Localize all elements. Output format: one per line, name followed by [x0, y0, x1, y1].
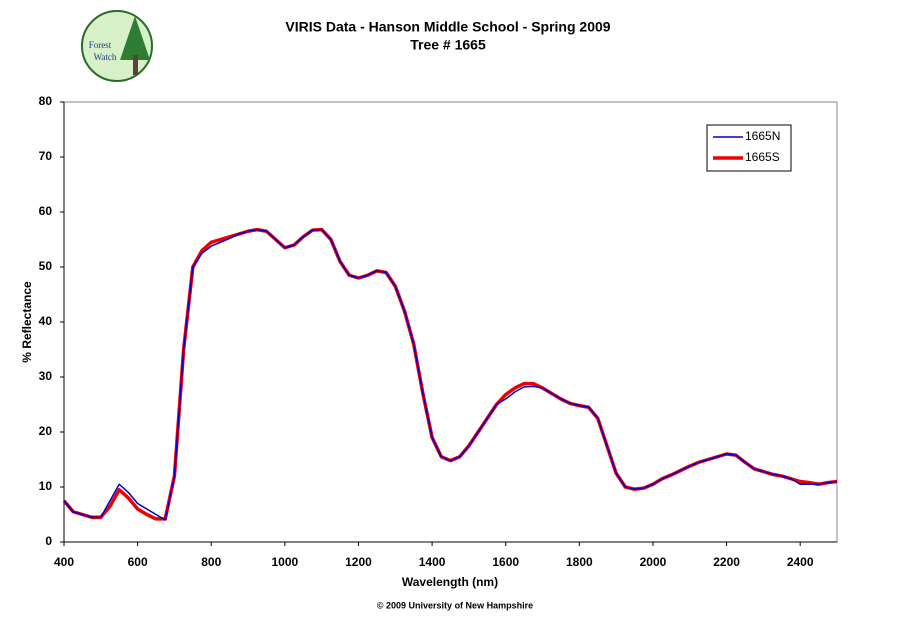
x-tick-label: 1800: [566, 555, 593, 569]
y-tick-label: 30: [39, 369, 53, 383]
x-tick-label: 800: [201, 555, 221, 569]
legend-box: [706, 124, 792, 172]
y-tick-label: 20: [39, 424, 53, 438]
chart-title: VIRIS Data - Hanson Middle School - Spri…: [285, 19, 610, 35]
series-line: [62, 227, 838, 521]
y-tick-label: 0: [45, 534, 52, 548]
y-tick-label: 60: [39, 204, 53, 218]
footer: © 2009 University of New Hampshire: [377, 600, 533, 610]
y-tick-label: 50: [39, 259, 53, 273]
chart-subtitle: Tree # 1665: [410, 37, 486, 53]
x-tick-label: 1000: [272, 555, 299, 569]
logo: Forest Watch: [81, 10, 153, 82]
x-tick-label: 2400: [787, 555, 814, 569]
y-tick-label: 40: [39, 314, 53, 328]
x-tick-label: 2200: [713, 555, 740, 569]
x-tick-label: 600: [128, 555, 148, 569]
x-tick-label: 400: [54, 555, 74, 569]
y-axis-label: % Reflectance: [20, 281, 34, 363]
x-tick-label: 1600: [492, 555, 519, 569]
logo-trunk: [133, 55, 138, 75]
x-axis-label: Wavelength (nm): [402, 575, 498, 589]
logo-text: Forest: [89, 40, 112, 50]
legend-label: 1665S: [745, 150, 780, 164]
x-tick-label: 1200: [345, 555, 372, 569]
legend-label: 1665N: [745, 129, 780, 143]
y-tick-label: 10: [39, 479, 53, 493]
x-tick-label: 1400: [419, 555, 446, 569]
y-tick-label: 80: [39, 94, 53, 108]
x-tick-label: 2000: [640, 555, 667, 569]
series-line: [63, 228, 838, 521]
logo-tree: [120, 16, 150, 60]
y-tick-label: 70: [39, 149, 53, 163]
logo-text: Watch: [94, 52, 117, 62]
